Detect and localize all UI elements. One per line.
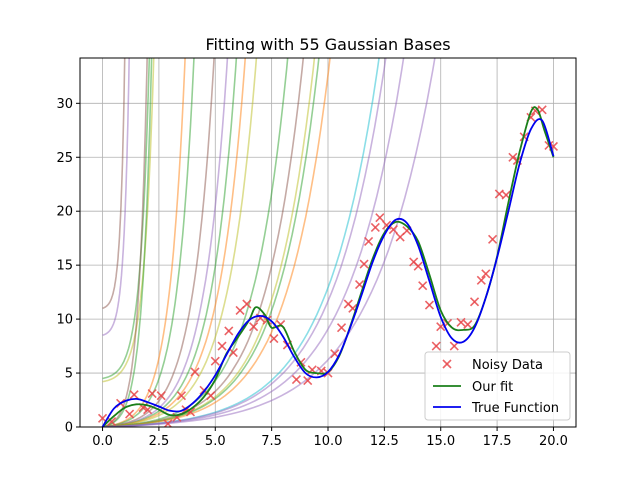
- y-tick-label: 25: [56, 151, 73, 166]
- noisy-data-point: [190, 367, 200, 377]
- noisy-data-point: [242, 299, 252, 309]
- noisy-data-point: [456, 317, 466, 327]
- legend-label-true: True Function: [471, 401, 559, 416]
- noisy-data-point: [449, 341, 459, 351]
- legend-noisy-marker: [442, 359, 452, 369]
- basis-curve: [102, 58, 229, 427]
- noisy-data-point: [508, 152, 518, 162]
- grid-layer: [80, 58, 576, 428]
- noisy-data-point: [488, 234, 498, 244]
- noisy-data-point: [210, 356, 220, 366]
- noisy-data-point: [364, 236, 374, 246]
- legend-label-noisy: Noisy Data: [472, 358, 543, 373]
- y-tick-label: 10: [56, 313, 73, 328]
- noisy-data-point: [303, 376, 313, 386]
- noisy-data-point: [206, 391, 216, 401]
- basis-curves: [102, 58, 436, 427]
- legend-noisy-x: [442, 359, 452, 369]
- noisy-data-point: [481, 269, 491, 279]
- x-tick-label: 7.5: [261, 434, 282, 449]
- noisy-data-point: [370, 222, 380, 232]
- y-tick-label: 30: [56, 97, 73, 112]
- y-tick-label: 20: [56, 205, 73, 220]
- true-function-line: [101, 118, 555, 427]
- noisy-data-point: [224, 326, 234, 336]
- basis-curve: [102, 58, 148, 427]
- noisy-data-point: [147, 388, 157, 399]
- fit-lines: [101, 106, 555, 427]
- basis-curve: [102, 58, 305, 427]
- basis-curve: [102, 58, 258, 427]
- y-tick-label: 0: [65, 421, 73, 436]
- x-tick-label: 2.5: [149, 434, 170, 449]
- noisy-data-point: [291, 374, 302, 385]
- basis-curve: [102, 58, 126, 310]
- noisy-data-point: [418, 281, 428, 291]
- x-tick-label: 15.0: [426, 434, 455, 449]
- x-tick-label: 10.0: [314, 434, 343, 449]
- basis-curve: [102, 58, 186, 427]
- basis-curve: [102, 58, 130, 337]
- noisy-data-point: [125, 409, 135, 419]
- noisy-data-point: [156, 391, 166, 401]
- noisy-data-point: [249, 322, 259, 332]
- x-tick-label: 0.0: [92, 434, 113, 449]
- legend: Noisy Data Our fit True Function: [424, 351, 571, 421]
- basis-curve: [102, 58, 153, 427]
- y-tick-label: 15: [56, 259, 73, 274]
- x-tick-label: 5.0: [205, 434, 226, 449]
- basis-curve: [102, 58, 331, 427]
- noisy-data-point: [129, 390, 139, 400]
- noisy-data-point: [217, 341, 227, 351]
- chart-title: Fitting with 55 Gaussian Bases: [205, 35, 450, 54]
- x-tick-label: 20.0: [539, 434, 568, 449]
- x-tick-label: 12.5: [370, 434, 399, 449]
- noisy-data-point: [359, 259, 369, 269]
- noisy-data-point: [463, 319, 473, 330]
- axis-ticks: 0.0 2.5 5.0 7.5 10.0 12.5 15.0 17.5 20.0 0 5 10 15 20…: [56, 97, 567, 449]
- noisy-data-point: [476, 275, 486, 285]
- noisy-data-point: [163, 419, 173, 427]
- legend-label-fit: Our fit: [472, 380, 513, 395]
- legend-box: [424, 351, 571, 421]
- noisy-data-point: [424, 300, 435, 310]
- noisy-data-point: [375, 213, 385, 223]
- noisy-data-point: [388, 224, 398, 235]
- noisy-data-point: [228, 347, 238, 358]
- noisy-data-point: [106, 417, 117, 427]
- noisy-data-point: [176, 391, 187, 401]
- noisy-data-point: [336, 323, 347, 333]
- noisy-data-point: [185, 407, 196, 417]
- noisy-data-point: [431, 341, 441, 351]
- y-tick-label: 5: [65, 367, 73, 382]
- noisy-data-point: [269, 333, 279, 344]
- basis-curve: [102, 58, 436, 427]
- x-tick-label: 17.5: [483, 434, 512, 449]
- noisy-data-point: [413, 261, 423, 271]
- noisy-data-point: [469, 297, 480, 307]
- noisy-data-point: [330, 349, 340, 359]
